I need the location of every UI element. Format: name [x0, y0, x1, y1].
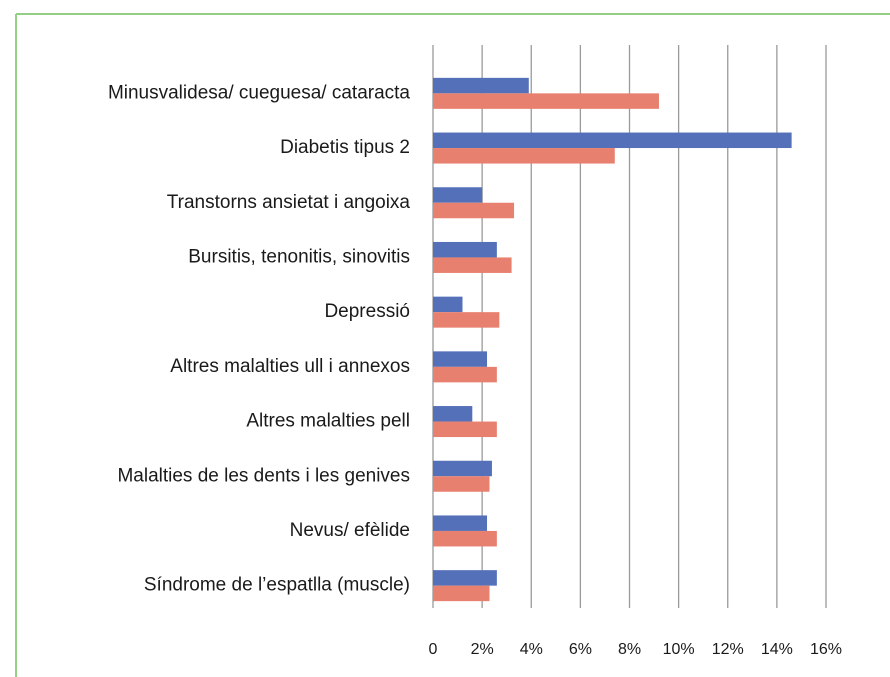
bar — [433, 187, 483, 203]
y-tick-label: Diabetis tipus 2 — [280, 137, 410, 158]
y-tick-label: Transtorns ansietat i angoixa — [167, 192, 411, 213]
y-tick-label: Malalties de les dents i les genives — [117, 465, 410, 486]
bar — [433, 241, 497, 258]
bar — [433, 421, 497, 438]
x-tick-label: 16% — [810, 641, 842, 658]
bar — [433, 585, 490, 602]
x-tick-label: 12% — [712, 641, 744, 658]
bar — [433, 257, 512, 273]
bar — [433, 312, 500, 328]
bar — [433, 366, 497, 383]
bar — [433, 406, 473, 422]
bar — [433, 570, 497, 586]
x-tick-label: 14% — [761, 641, 793, 658]
x-tick-label: 4% — [520, 641, 543, 658]
bar — [433, 132, 792, 149]
bar — [433, 148, 615, 164]
bar — [433, 77, 529, 94]
x-tick-label: 2% — [471, 641, 494, 658]
x-tick-label: 10% — [663, 641, 695, 658]
x-tick-label: 0 — [429, 641, 438, 658]
y-tick-label: Nevus/ efèlide — [290, 520, 410, 541]
bar — [433, 476, 490, 492]
y-tick-label: Síndrome de l’espatlla (muscle) — [144, 575, 410, 596]
bar — [433, 530, 497, 547]
y-tick-label: Minusvalidesa/ cueguesa/ cataracta — [108, 82, 410, 103]
bar — [433, 93, 659, 109]
x-tick-label: 6% — [569, 641, 592, 658]
bar — [433, 515, 488, 531]
bar — [433, 351, 488, 367]
y-tick-label: Bursitis, tenonitis, sinovitis — [188, 246, 410, 267]
y-tick-label: Altres malalties pell — [246, 411, 410, 432]
bar — [433, 202, 515, 219]
bar — [433, 460, 492, 477]
x-tick-label: 8% — [618, 641, 641, 658]
bar — [433, 296, 463, 313]
y-tick-label: Depressió — [324, 301, 410, 322]
y-tick-label: Altres malalties ull i annexos — [170, 356, 410, 377]
